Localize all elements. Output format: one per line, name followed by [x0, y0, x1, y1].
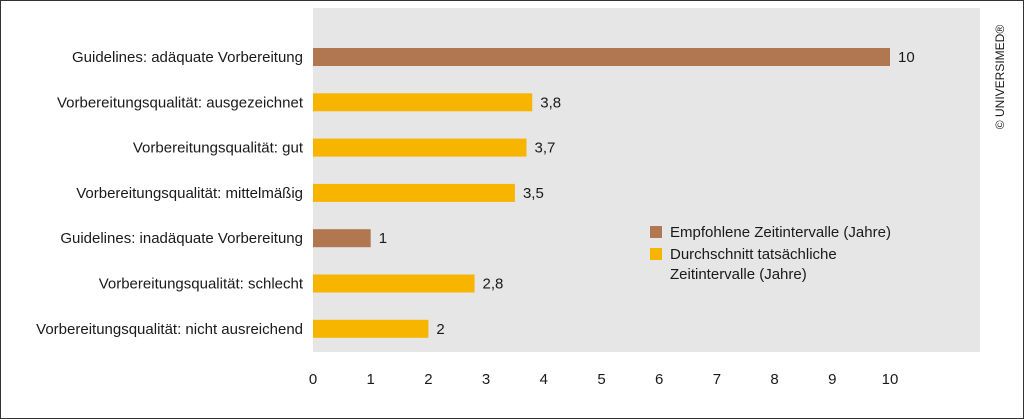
x-tick-label: 10	[882, 371, 899, 388]
bar	[313, 319, 429, 338]
data-label: 3,8	[540, 94, 561, 111]
bar	[313, 274, 475, 293]
bar	[313, 48, 890, 66]
legend-label: Durchschnitt tatsächliche	[670, 246, 837, 263]
legend-label: Empfohlene Zeitintervalle (Jahre)	[670, 224, 891, 241]
bar	[313, 229, 371, 248]
data-label: 3,5	[523, 185, 544, 202]
x-tick-label: 1	[367, 371, 375, 388]
x-tick-label: 0	[309, 371, 317, 388]
x-tick-label: 2	[424, 371, 432, 388]
x-tick-label: 6	[655, 371, 663, 388]
category-label: Vorbereitungsqualität: schlecht	[99, 276, 304, 293]
category-label: Vorbereitungsqualität: nicht ausreichend	[36, 321, 303, 338]
category-label: Guidelines: adäquate Vorbereitung	[72, 49, 303, 66]
x-tick-label: 3	[482, 371, 490, 388]
legend-swatch	[650, 248, 662, 260]
bar	[313, 183, 515, 202]
category-label: Guidelines: inadäquate Vorbereitung	[60, 230, 303, 247]
category-label: Vorbereitungsqualität: mittelmäßig	[76, 185, 303, 202]
x-tick-label: 4	[540, 371, 548, 388]
data-label: 2	[436, 321, 444, 338]
copyright-notice: © UNIVERSIMED®	[992, 22, 1008, 132]
copyright-text: © UNIVERSIMED®	[993, 24, 1007, 130]
x-tick-label: 9	[828, 371, 836, 388]
data-label: 1	[379, 230, 387, 247]
bar	[313, 93, 533, 112]
legend-label: Zeitintervalle (Jahre)	[670, 266, 807, 283]
x-tick-label: 7	[713, 371, 721, 388]
category-label: Vorbereitungsqualität: gut	[133, 140, 304, 157]
category-label: Vorbereitungsqualität: ausgezeichnet	[57, 94, 304, 111]
data-label: 3,7	[534, 140, 555, 157]
legend-swatch	[650, 226, 662, 238]
data-label: 2,8	[483, 276, 504, 293]
bar	[313, 138, 527, 157]
data-label: 10	[898, 49, 915, 66]
x-tick-label: 5	[597, 371, 605, 388]
x-tick-label: 8	[770, 371, 778, 388]
